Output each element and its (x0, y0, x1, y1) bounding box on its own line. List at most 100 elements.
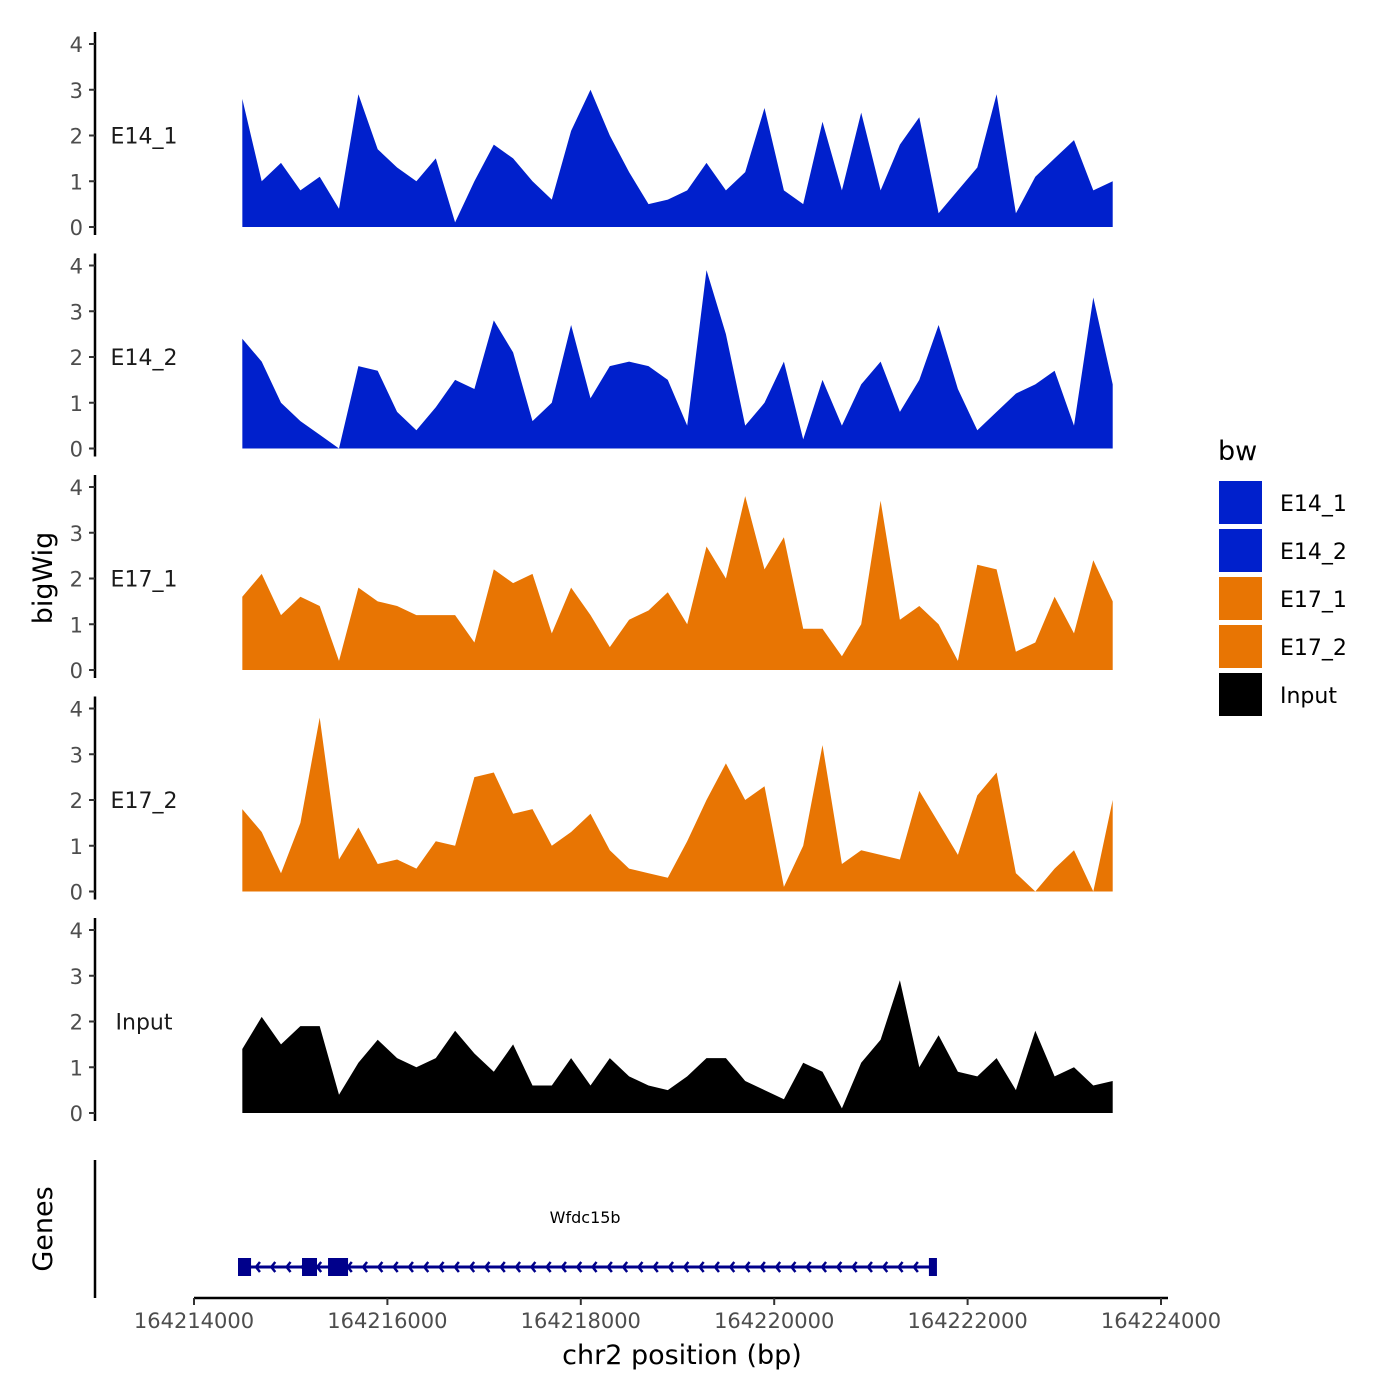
strand-arrow-icon (667, 1261, 675, 1273)
x-tick-label: 164216000 (327, 1309, 447, 1333)
strand-arrow-icon (743, 1261, 751, 1273)
strand-arrow-icon (315, 1261, 323, 1273)
strand-arrow-icon (422, 1261, 430, 1273)
signal-area-E17_1 (242, 496, 1113, 670)
track-Input: 0 1 2 3 4 Input (70, 918, 1113, 1126)
y-tick-label: 3 (70, 522, 83, 546)
x-tick-label: 164224000 (1101, 1309, 1221, 1333)
strand-arrow-icon (575, 1261, 583, 1273)
strand-arrow-icon (453, 1261, 460, 1273)
legend-item-Input: Input (1219, 673, 1337, 716)
y-tick-label: 0 (70, 1102, 83, 1126)
track-label: E14_2 (111, 346, 178, 371)
strand-arrow-icon (835, 1261, 843, 1273)
track-label: E17_1 (111, 568, 178, 593)
y-tick-label: 2 (70, 125, 83, 149)
y-tick-label: 3 (70, 79, 83, 103)
y-tick-label: 1 (70, 392, 83, 416)
y-tick-label: 2 (70, 568, 83, 592)
legend-swatch (1219, 529, 1262, 572)
strand-arrow-icon (881, 1261, 889, 1273)
strand-arrow-icon (529, 1261, 537, 1273)
strand-arrow-icon (545, 1261, 552, 1273)
legend-swatch (1219, 625, 1262, 668)
y-tick-label: 4 (70, 33, 83, 57)
strand-arrow-icon (560, 1261, 567, 1273)
y-tick-label: 3 (70, 965, 83, 989)
strand-arrow-icon (483, 1261, 491, 1273)
track-E14_1: 0 1 2 3 4 E14_1 (70, 32, 1113, 240)
track-label: E17_2 (111, 789, 178, 814)
strand-arrow-icon (621, 1261, 629, 1273)
strand-arrow-icon (468, 1261, 476, 1273)
legend-item-E14_1: E14_1 (1219, 481, 1347, 524)
y-tick-label: 0 (70, 881, 83, 905)
strand-arrow-icon (392, 1261, 399, 1273)
gene-exon (328, 1258, 349, 1276)
y-tick-label: 1 (70, 835, 83, 859)
legend-label: E17_1 (1280, 588, 1347, 613)
strand-arrow-icon (698, 1261, 705, 1273)
y-tick-label: 4 (70, 698, 83, 722)
y-tick-label: 4 (70, 919, 83, 943)
x-tick-label: 164220000 (714, 1309, 834, 1333)
strand-arrow-icon (407, 1261, 414, 1273)
legend-item-E14_2: E14_2 (1219, 529, 1347, 572)
gene-exon (928, 1258, 937, 1276)
strand-arrow-icon (759, 1261, 766, 1273)
y-tick-label: 1 (70, 170, 83, 194)
strand-arrow-icon (866, 1261, 873, 1273)
strand-arrow-icon (652, 1261, 659, 1273)
strand-arrow-icon (514, 1261, 522, 1273)
strand-arrow-icon (728, 1261, 736, 1273)
y-tick-label: 0 (70, 659, 83, 683)
y-tick-label: 3 (70, 743, 83, 767)
legend-item-E17_1: E17_1 (1219, 577, 1347, 620)
gene-exon (302, 1258, 318, 1276)
y-tick-label: 4 (70, 476, 83, 500)
gene-name-label: Wfdc15b (550, 1208, 621, 1227)
y-tick-label: 2 (70, 1011, 83, 1035)
track-label: E14_1 (111, 125, 178, 150)
x-tick-label: 164214000 (134, 1309, 254, 1333)
x-tick-label: 164218000 (521, 1309, 641, 1333)
gene-track-title: Genes (28, 1186, 59, 1271)
signal-tracks: 0 1 2 3 4 E14_1 0 1 2 3 4 E14_2 0 1 2 3 4 E17_1 0 1 2 3 4 E17_2… (70, 32, 1113, 1126)
strand-arrow-icon (606, 1261, 613, 1273)
strand-arrow-icon (820, 1261, 828, 1273)
gene-track: Wfdc15b (93, 1160, 937, 1298)
legend-swatch (1219, 673, 1262, 716)
gene-exon (237, 1258, 252, 1276)
track-label: Input (116, 1011, 173, 1036)
signal-area-Input (242, 980, 1113, 1113)
strand-arrow-icon (361, 1261, 369, 1273)
signal-area-E14_1 (242, 89, 1113, 227)
y-tick-label: 1 (70, 1056, 83, 1080)
y-axis-title: bigWig (28, 532, 59, 625)
y-tick-label: 0 (70, 438, 83, 462)
strand-arrow-icon (254, 1261, 261, 1273)
gene-Wfdc15b: Wfdc15b (237, 1208, 937, 1276)
legend-item-E17_2: E17_2 (1219, 625, 1347, 668)
strand-arrow-icon (499, 1261, 506, 1273)
signal-area-E14_2 (242, 270, 1113, 449)
strand-arrow-icon (636, 1261, 644, 1273)
legend-label: Input (1280, 684, 1337, 709)
x-axis-title: chr2 position (bp) (562, 1340, 802, 1371)
strand-arrow-icon (376, 1261, 384, 1273)
strand-arrow-icon (912, 1261, 919, 1273)
track-E14_2: 0 1 2 3 4 E14_2 (70, 253, 1113, 462)
strand-arrow-icon (805, 1261, 812, 1273)
x-tick-label: 164222000 (907, 1309, 1027, 1333)
y-tick-label: 2 (70, 346, 83, 370)
strand-arrow-icon (437, 1261, 445, 1273)
x-axis: 164214000 164216000 164218000 164220000 1642… (134, 1296, 1221, 1333)
strand-arrow-icon (851, 1261, 858, 1273)
legend-label: E17_2 (1280, 636, 1347, 661)
y-tick-label: 3 (70, 300, 83, 324)
y-tick-label: 1 (70, 613, 83, 637)
strand-arrow-icon (284, 1261, 292, 1273)
legend-label: E14_1 (1280, 492, 1347, 517)
legend: bw E14_1 E14_2 E17_1 E17_2 Input (1218, 436, 1347, 716)
